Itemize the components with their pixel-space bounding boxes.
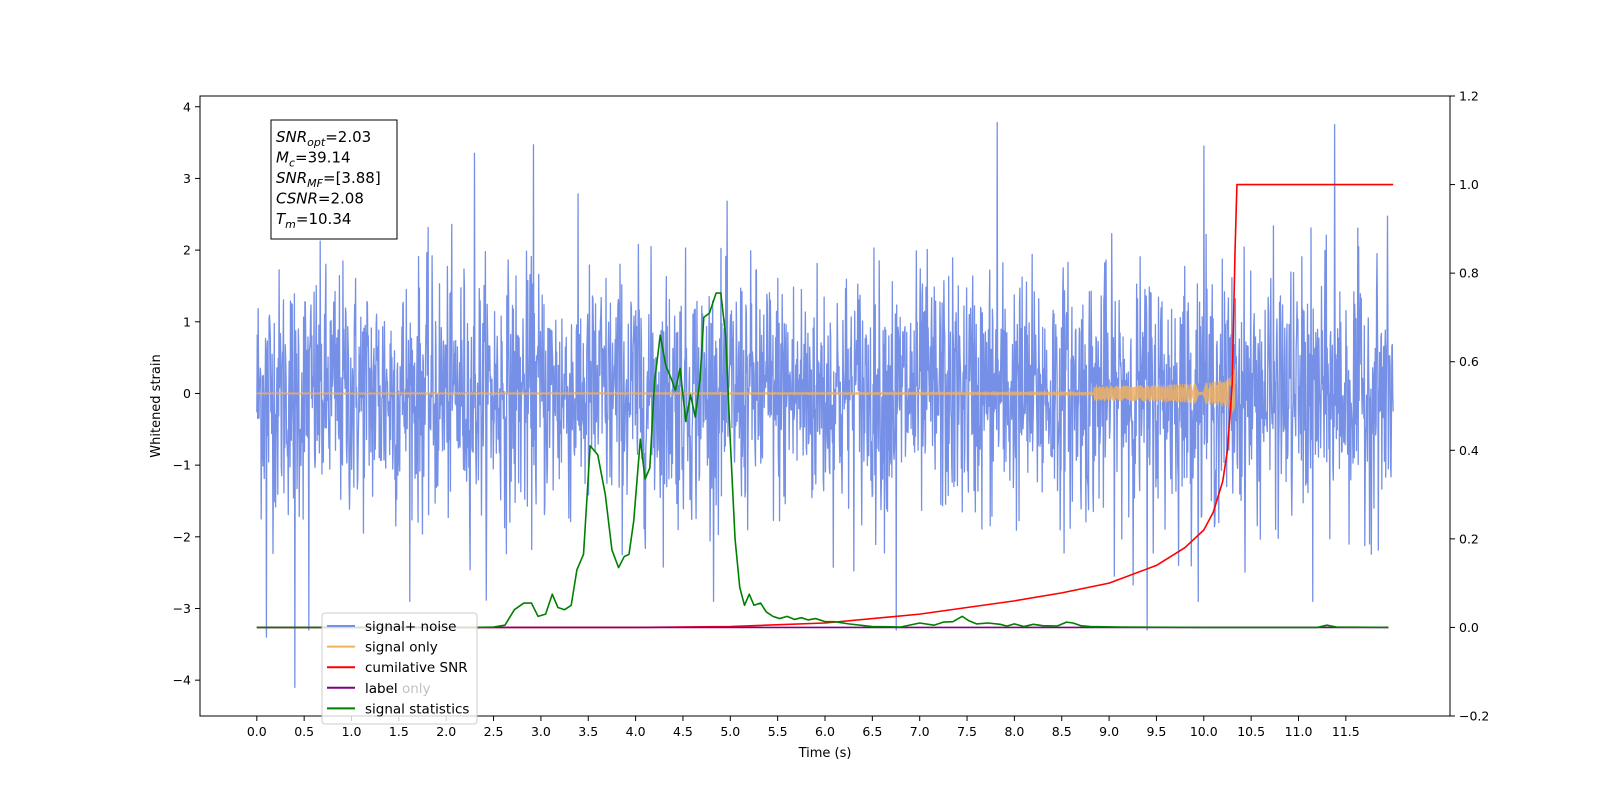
x-tick-label: 1.5 bbox=[389, 724, 409, 739]
stats-annotation-box: SNRopt=2.03Mc=39.14SNRMF=[3.88]CSNR=2.08… bbox=[270, 119, 398, 240]
annotation-subscript: opt bbox=[307, 136, 326, 149]
x-tick-label: 6.0 bbox=[815, 724, 835, 739]
legend-frame bbox=[321, 612, 478, 725]
y-left-tick-label: 4 bbox=[183, 99, 191, 114]
x-tick-label: 4.5 bbox=[673, 724, 693, 739]
annotation-subscript: m bbox=[285, 218, 296, 231]
chart-legend: signal+ noise signal only cumilative SNR la… bbox=[321, 612, 478, 725]
legend-label-ghost: label only bbox=[365, 681, 431, 697]
x-tick-label: 5.5 bbox=[768, 724, 788, 739]
annotation-line: SNRopt=2.03 bbox=[276, 128, 371, 149]
y-axis-label-left: Whitened strain bbox=[149, 354, 164, 457]
x-tick-label: 9.5 bbox=[1146, 724, 1166, 739]
series-line-cumilative-snr bbox=[256, 183, 1394, 629]
legend-label: signal only bbox=[365, 640, 438, 656]
y-right-tick-label: 0.4 bbox=[1459, 443, 1479, 458]
annotation-value: =2.08 bbox=[318, 190, 364, 208]
annotation-symbol: SNR bbox=[276, 169, 307, 187]
x-tick-label: 1.0 bbox=[342, 724, 362, 739]
y-left-tick-label: 2 bbox=[183, 243, 191, 258]
x-tick-label: 0.5 bbox=[294, 724, 314, 739]
x-axis: 0.0 0.5 1.0 1.5 2.0 2.5 3.0 3.5 4.0 4.5 5.0 5.5 6.0 6… bbox=[247, 716, 1360, 739]
y-left-tick-label: −4 bbox=[173, 673, 191, 688]
annotation-value: =2.03 bbox=[325, 128, 371, 146]
x-tick-label: 6.5 bbox=[862, 724, 882, 739]
annotation-line: SNRMF=[3.88] bbox=[276, 169, 381, 190]
annotation-symbol: M bbox=[276, 149, 289, 167]
y-axis-left: −4 −3 −2 −1 0 1 2 3 4 bbox=[173, 99, 200, 688]
legend-label: signal statistics bbox=[365, 701, 469, 717]
x-tick-label: 4.0 bbox=[626, 724, 646, 739]
y-right-tick-label: 0.2 bbox=[1459, 531, 1479, 546]
annotation-subscript: MF bbox=[307, 177, 323, 190]
x-tick-label: 8.5 bbox=[1052, 724, 1072, 739]
annotation-line: CSNR=2.08 bbox=[276, 190, 364, 208]
y-left-tick-label: 1 bbox=[183, 314, 191, 329]
y-right-tick-label: 0.6 bbox=[1459, 354, 1479, 369]
annotation-symbol: CSNR bbox=[276, 190, 318, 208]
legend-label: signal+ noise bbox=[365, 619, 456, 635]
x-tick-label: 10.5 bbox=[1237, 724, 1265, 739]
x-tick-label: 0.0 bbox=[247, 724, 267, 739]
y-right-tick-label: −0.2 bbox=[1459, 709, 1489, 724]
x-tick-label: 5.0 bbox=[720, 724, 740, 739]
annotation-value: =39.14 bbox=[295, 149, 351, 167]
y-left-tick-label: −1 bbox=[173, 458, 191, 473]
annotation-frame bbox=[270, 119, 398, 240]
y-left-tick-label: −3 bbox=[173, 601, 191, 616]
series-line-signal-noise bbox=[256, 121, 1394, 688]
x-tick-label: 11.0 bbox=[1285, 724, 1313, 739]
y-right-tick-label: 1.2 bbox=[1459, 89, 1479, 104]
series-line-signal-statistics bbox=[256, 292, 1389, 629]
x-tick-label: 7.5 bbox=[957, 724, 977, 739]
y-right-tick-label: 0.8 bbox=[1459, 266, 1479, 281]
y-left-tick-label: 3 bbox=[183, 171, 191, 186]
y-left-tick-label: −2 bbox=[173, 529, 191, 544]
x-tick-label: 3.5 bbox=[578, 724, 598, 739]
x-tick-label: 9.0 bbox=[1099, 724, 1119, 739]
x-tick-label: 11.5 bbox=[1332, 724, 1360, 739]
legend-label: label bbox=[365, 681, 398, 697]
annotation-value: =[3.88] bbox=[323, 169, 381, 187]
x-tick-label: 10.0 bbox=[1190, 724, 1218, 739]
legend-label: cumilative SNR bbox=[365, 660, 468, 676]
x-axis-label: Time (s) bbox=[798, 746, 852, 761]
x-tick-label: 3.0 bbox=[531, 724, 551, 739]
y-left-tick-label: 0 bbox=[183, 386, 191, 401]
x-tick-label: 7.0 bbox=[910, 724, 930, 739]
y-right-tick-label: 0.0 bbox=[1459, 620, 1479, 635]
y-right-tick-label: 1.0 bbox=[1459, 177, 1479, 192]
annotation-symbol: SNR bbox=[276, 128, 307, 146]
y-axis-right: −0.2 0.0 0.2 0.4 0.6 0.8 1.0 1.2 bbox=[1450, 89, 1489, 724]
annotation-line: Mc=39.14 bbox=[276, 149, 351, 170]
annotation-symbol: T bbox=[276, 210, 287, 228]
series-line-signal-only bbox=[256, 364, 1237, 413]
annotation-subscript: c bbox=[289, 157, 295, 170]
annotation-value: =10.34 bbox=[296, 210, 352, 228]
x-tick-label: 2.5 bbox=[484, 724, 504, 739]
x-tick-label: 8.0 bbox=[1004, 724, 1024, 739]
x-tick-label: 2.0 bbox=[436, 724, 456, 739]
annotation-line: Tm=10.34 bbox=[276, 210, 351, 231]
